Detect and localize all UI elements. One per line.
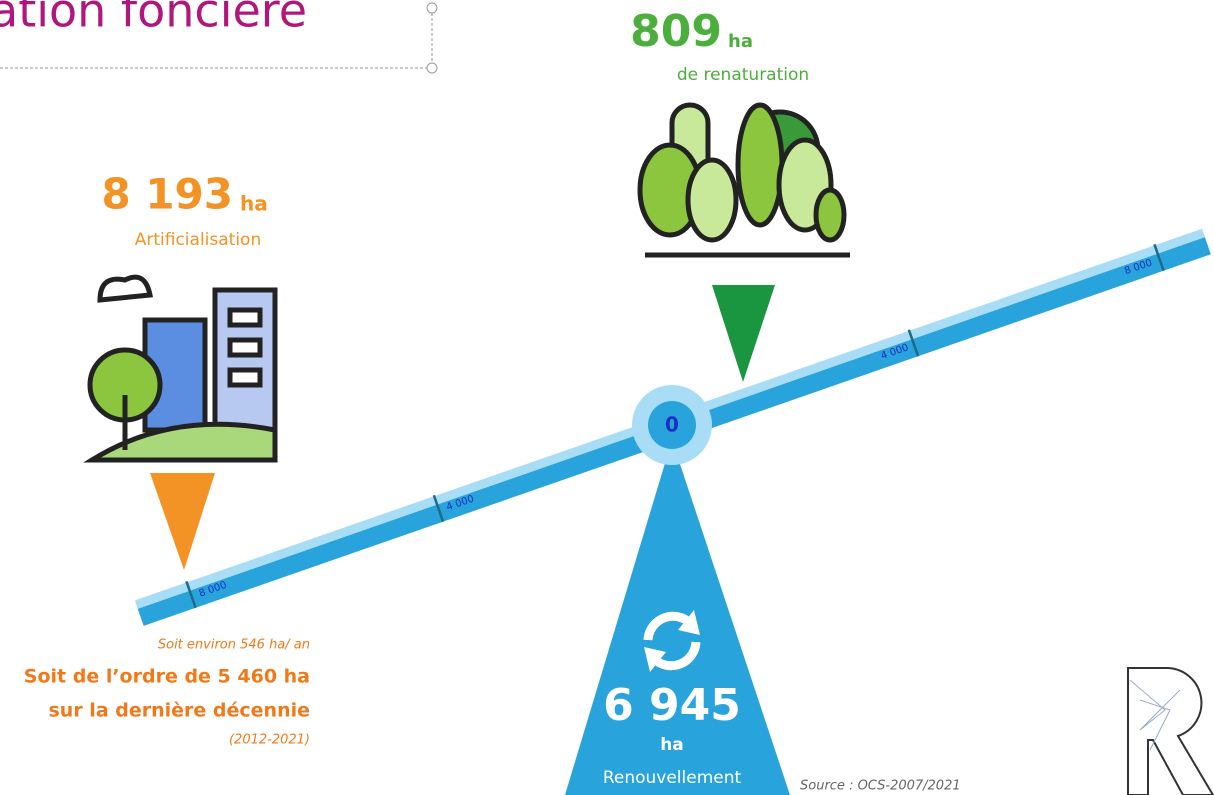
renouvellement-value: 6 945: [603, 680, 741, 731]
renaturation-unit: ha: [728, 31, 753, 52]
renaturation-label: de renaturation: [677, 65, 809, 85]
artificialisation-label: Artificialisation: [135, 230, 262, 250]
forest-icon: [640, 105, 850, 255]
renaturation-value: 809: [630, 6, 722, 57]
artificialisation-pointer: [150, 473, 215, 570]
period-note: (2012-2021): [229, 733, 310, 748]
annual-note: Soit environ 546 ha/ an: [158, 638, 310, 653]
pivot-label: 0: [665, 413, 679, 437]
artificialisation-unit: ha: [240, 192, 268, 216]
artificialisation-value: 8 193: [101, 170, 233, 219]
renaturation-pointer: [712, 285, 775, 382]
source: Source : OCS-2007/2021: [800, 779, 961, 794]
handle: [427, 3, 437, 13]
city-icon: [90, 277, 275, 460]
renouvellement-unit: ha: [660, 735, 684, 755]
handle: [427, 63, 437, 73]
decade-note: sur la dernière décennie: [48, 700, 310, 722]
title: ation foncière: [0, 0, 307, 38]
renouvellement-label: Renouvellement: [603, 768, 742, 788]
logo: [1128, 668, 1213, 795]
decade-note: Soit de l’ordre de 5 460 ha: [24, 666, 310, 688]
slide: ation foncière 809 ha de renaturation 8 …: [0, 0, 1214, 795]
